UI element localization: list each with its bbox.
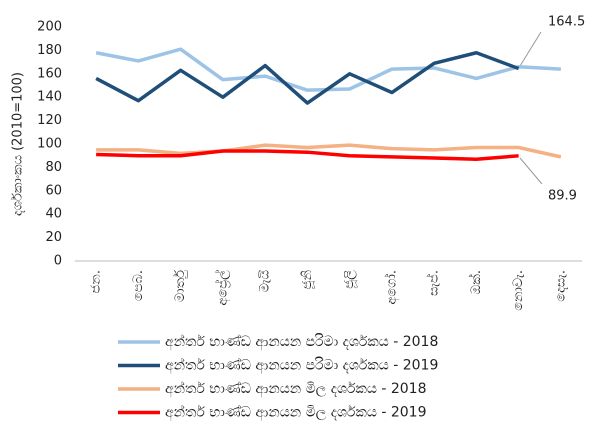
x-tick-label: අප්‍රේල්	[214, 270, 230, 306]
x-tick-label: පෙබ.	[131, 270, 146, 301]
series-line	[95, 47, 561, 92]
y-tick-label: 180	[37, 43, 62, 58]
y-tick-label: 20	[45, 230, 62, 245]
data-label: 89.9	[548, 189, 577, 204]
y-tick-label: 80	[45, 160, 62, 175]
y-tick-label: 120	[37, 113, 62, 128]
x-tick-label: මාර්තු	[172, 270, 188, 302]
x-tick-label: නොවැ.	[511, 270, 526, 311]
x-tick-label: දෙසැ.	[553, 270, 568, 302]
data-label: 164.5	[548, 15, 585, 30]
y-axis-title: දර්ශකාංකය (2010=100)	[10, 72, 26, 216]
y-tick-label: 200	[37, 20, 62, 35]
series-line	[96, 143, 562, 159]
legend-label: අන්තර් භාණ්ඩ ආනයන පරිමා දර්ශකය - 2018	[165, 334, 438, 351]
y-tick-label: 0	[54, 254, 62, 269]
leader-line	[519, 157, 543, 185]
y-tick-label: 160	[37, 66, 62, 81]
y-tick-label: 60	[45, 183, 62, 198]
x-tick-label: මැයි	[258, 270, 273, 293]
leader-line	[519, 31, 542, 67]
y-tick-label: 140	[37, 90, 62, 105]
x-tick-label: අගෝ.	[383, 270, 399, 305]
x-tick-label: ඔක්.	[468, 270, 484, 294]
x-tick-label: ජන.	[89, 270, 104, 294]
legend-label: අන්තර් භාණ්ඩ ආනයන පරිමා දර්ශකය - 2019	[165, 357, 438, 374]
y-tick-label: 100	[37, 137, 62, 152]
legend-label: අන්තර් භාණ්ඩ ආනයන මිල දර්ශකය - 2018	[165, 381, 427, 398]
series-line	[95, 50, 520, 105]
x-tick-label: ජූනි	[300, 270, 315, 290]
series-line	[96, 149, 519, 161]
legend-label: අන්තර් භාණ්ඩ ආනයන මිල දර්ශකය - 2019	[165, 404, 427, 421]
y-tick-label: 40	[45, 207, 62, 222]
x-tick-label: සැප්.	[425, 270, 441, 296]
x-tick-label: ජූලි	[342, 270, 357, 289]
